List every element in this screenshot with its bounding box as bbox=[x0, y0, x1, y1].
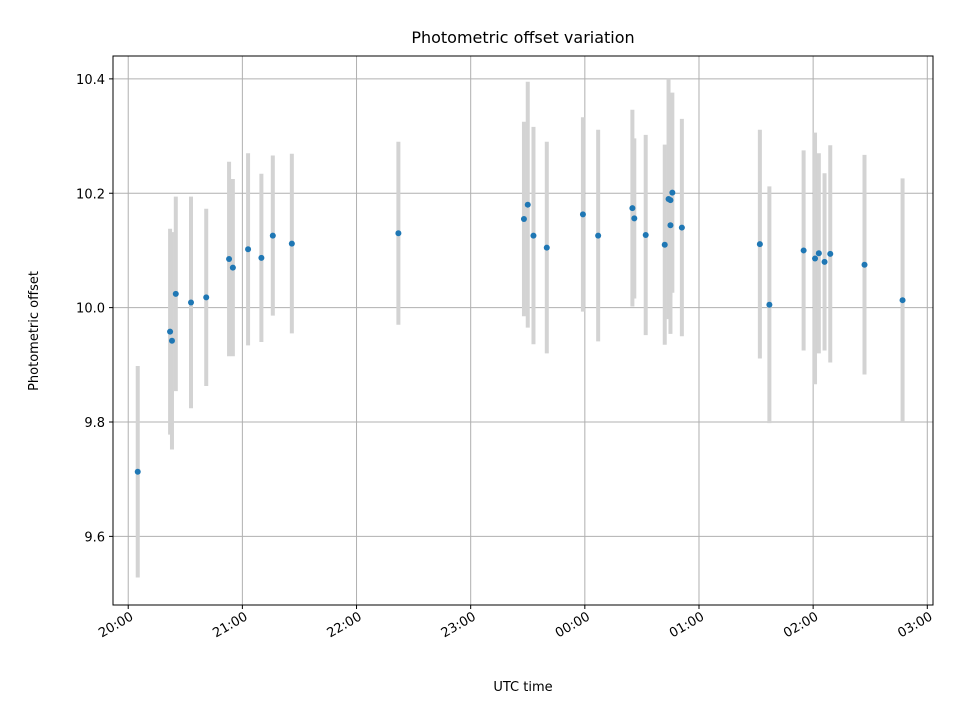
data-point bbox=[642, 231, 649, 238]
data-point bbox=[203, 294, 210, 301]
data-point bbox=[172, 290, 179, 297]
data-point bbox=[821, 258, 828, 265]
y-axis-ticks: 9.6 9.8 10.0 10.2 10.4 bbox=[76, 73, 113, 545]
data-point bbox=[669, 189, 676, 196]
data-point bbox=[678, 224, 685, 231]
data-point bbox=[168, 337, 175, 344]
y-axis-label: Photometric offset bbox=[27, 271, 42, 391]
chart-title: Photometric offset variation bbox=[411, 28, 634, 47]
data-point bbox=[812, 255, 819, 262]
data-point bbox=[766, 301, 773, 308]
data-point bbox=[258, 254, 265, 261]
data-point bbox=[827, 250, 834, 257]
data-point bbox=[861, 261, 868, 268]
data-point bbox=[524, 201, 531, 208]
y-tick-label: 10.2 bbox=[76, 187, 105, 202]
plot-area-frame bbox=[112, 55, 934, 606]
data-point bbox=[667, 197, 674, 204]
data-point bbox=[815, 250, 822, 257]
data-point bbox=[543, 244, 550, 251]
data-point bbox=[756, 241, 763, 248]
data-point bbox=[661, 241, 668, 248]
data-point bbox=[288, 240, 295, 247]
data-point bbox=[631, 215, 638, 222]
data-point bbox=[188, 299, 195, 306]
x-axis-label: UTC time bbox=[493, 680, 552, 695]
data-point bbox=[395, 230, 402, 237]
data-point bbox=[667, 222, 674, 229]
y-tick-label: 9.8 bbox=[84, 416, 105, 431]
data-point bbox=[167, 328, 174, 335]
data-point bbox=[595, 232, 602, 239]
data-point bbox=[520, 215, 527, 222]
data-point bbox=[800, 247, 807, 254]
data-point bbox=[245, 246, 252, 253]
data-points bbox=[134, 189, 906, 475]
y-tick-label: 10.4 bbox=[76, 73, 105, 88]
data-point bbox=[134, 468, 141, 475]
y-tick-label: 10.0 bbox=[76, 302, 105, 317]
data-point bbox=[269, 232, 276, 239]
data-point bbox=[899, 297, 906, 304]
y-tick-label: 9.6 bbox=[84, 530, 105, 545]
data-point bbox=[629, 205, 636, 212]
data-point bbox=[226, 256, 233, 263]
data-point bbox=[579, 211, 586, 218]
data-point bbox=[229, 264, 236, 271]
data-point bbox=[530, 232, 537, 239]
